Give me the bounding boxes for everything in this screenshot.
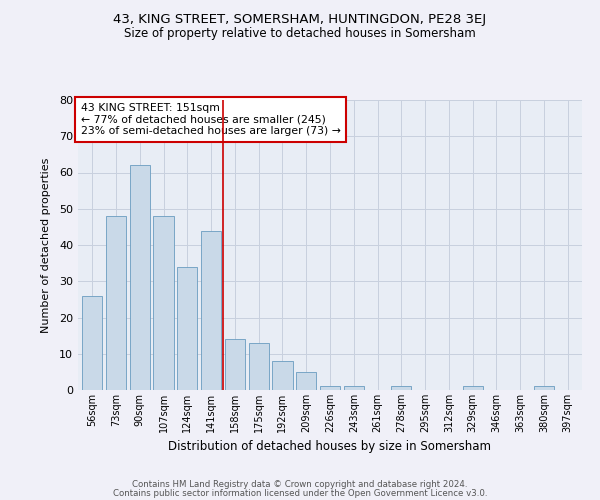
Text: 43 KING STREET: 151sqm
← 77% of detached houses are smaller (245)
23% of semi-de: 43 KING STREET: 151sqm ← 77% of detached… [80,103,340,136]
Bar [106,216,126,390]
Bar [463,386,483,390]
Bar [272,361,293,390]
Text: 43, KING STREET, SOMERSHAM, HUNTINGDON, PE28 3EJ: 43, KING STREET, SOMERSHAM, HUNTINGDON, … [113,12,487,26]
Text: Contains public sector information licensed under the Open Government Licence v3: Contains public sector information licen… [113,490,487,498]
Bar [130,165,150,390]
Bar [248,343,269,390]
Bar [534,386,554,390]
Bar [344,386,364,390]
Bar [296,372,316,390]
Bar [177,267,197,390]
Bar [154,216,173,390]
X-axis label: Distribution of detached houses by size in Somersham: Distribution of detached houses by size … [169,440,491,454]
Bar [201,230,221,390]
Bar [320,386,340,390]
Bar [225,339,245,390]
Y-axis label: Number of detached properties: Number of detached properties [41,158,50,332]
Text: Contains HM Land Registry data © Crown copyright and database right 2024.: Contains HM Land Registry data © Crown c… [132,480,468,489]
Bar [391,386,412,390]
Text: Size of property relative to detached houses in Somersham: Size of property relative to detached ho… [124,28,476,40]
Bar [82,296,103,390]
